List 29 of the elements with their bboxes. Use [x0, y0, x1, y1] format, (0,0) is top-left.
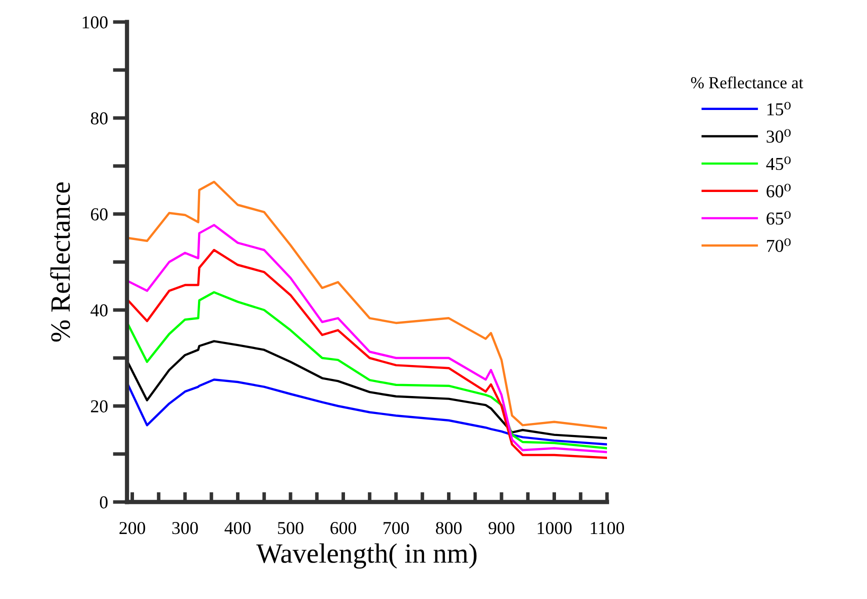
y-tick-label: 40 [90, 304, 108, 316]
legend-label: 15⁰ [767, 102, 791, 116]
y-tick-label: 0 [100, 496, 108, 508]
line-series [127, 340, 607, 440]
x-tick-label: 800 [436, 522, 462, 534]
legend-label: 30⁰ [766, 129, 791, 143]
legend-title: % Reflectance at [691, 76, 804, 88]
y-tick-label: 100 [82, 16, 108, 28]
x-tick-label: 700 [384, 522, 409, 534]
x-tick-label: 1000 [538, 522, 572, 534]
y-axis-title: % Reflectance [50, 182, 70, 342]
legend-label: 60⁰ [766, 184, 791, 198]
x-tick-label: 900 [488, 522, 514, 534]
line-series [127, 291, 607, 450]
legend-label: 65⁰ [766, 211, 791, 225]
line-series [127, 180, 607, 430]
x-tick-label: 300 [172, 522, 198, 534]
x-tick-label: 600 [330, 522, 356, 534]
legend-label: 70⁰ [767, 238, 791, 252]
y-tick-label: 60 [90, 208, 108, 220]
x-axis-title: Wavelength( in nm) [256, 543, 477, 569]
legend-label: 45⁰ [766, 156, 791, 170]
y-tick-label: 80 [90, 112, 108, 124]
x-tick-label: 200 [120, 522, 146, 534]
x-tick-label: 500 [278, 522, 304, 534]
x-tick-label: 400 [224, 522, 251, 534]
x-tick-label: 1100 [590, 522, 624, 534]
line-series [127, 378, 607, 446]
y-tick-label: 20 [90, 400, 108, 412]
